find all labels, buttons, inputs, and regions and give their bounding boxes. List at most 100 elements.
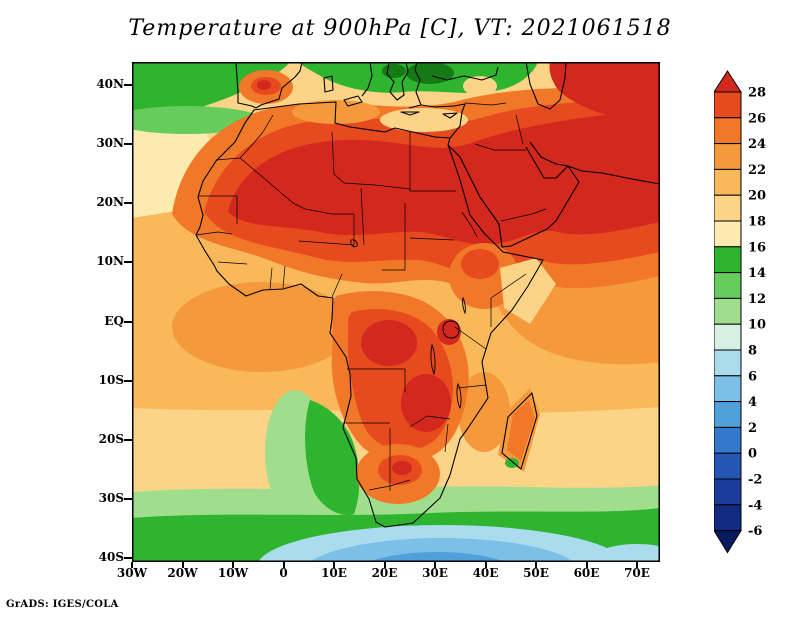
colorbar-label: 14 <box>748 266 766 281</box>
x-tick-label: 30W <box>116 566 148 580</box>
map-plot-area <box>132 62 660 562</box>
field-blob <box>592 544 660 562</box>
x-tick-label: 10E <box>321 566 347 580</box>
colorbar-band <box>713 323 742 351</box>
colorbar-band <box>713 401 742 428</box>
x-tick-mark <box>282 562 285 568</box>
colorbar-label: 18 <box>748 215 766 230</box>
y-tick-label: 40N <box>96 77 124 91</box>
y-tick-mark <box>124 379 132 382</box>
y-tick-label: EQ <box>104 313 124 328</box>
field-blob <box>257 80 271 90</box>
colorbar-label: 26 <box>748 111 766 126</box>
x-tick-label: 20W <box>167 566 198 580</box>
field-blob <box>228 110 660 245</box>
x-tick-label: 20E <box>371 566 398 580</box>
colorbar-label: 8 <box>748 344 757 359</box>
x-tick-mark <box>383 562 386 568</box>
colorbar-band <box>713 297 742 325</box>
colorbar-band <box>713 91 742 119</box>
plot-title: Temperature at 900hPa [C], VT: 202106151… <box>128 16 672 41</box>
colorbar-band <box>713 478 742 506</box>
field-blob <box>310 538 574 562</box>
field-blob <box>392 461 412 475</box>
x-tick-mark <box>434 562 436 568</box>
colorbar-band <box>713 168 742 196</box>
x-tick-mark <box>484 562 487 568</box>
x-tick-label: 0 <box>279 566 288 580</box>
y-tick-mark <box>124 202 132 205</box>
map-svg <box>132 62 660 562</box>
colorbar-label: 10 <box>748 318 766 333</box>
x-tick-mark <box>636 562 638 568</box>
colorbar-band <box>713 349 742 377</box>
x-tick-label: 40E <box>472 566 499 580</box>
lakes-path <box>350 239 466 410</box>
colorbar-band <box>713 426 742 454</box>
colorbar-label: 24 <box>748 137 766 152</box>
y-tick-label: 10S <box>98 372 124 387</box>
field-blob <box>549 62 660 120</box>
x-tick-mark <box>333 562 335 568</box>
colorbar-label: 6 <box>748 369 757 384</box>
field-blob <box>406 62 454 84</box>
field-blob <box>505 458 519 468</box>
x-tick-mark <box>181 562 184 568</box>
colorbar-band <box>713 375 742 403</box>
x-tick-label: 50E <box>523 566 549 580</box>
x-tick-mark <box>232 562 234 568</box>
colorbar-band <box>713 143 742 170</box>
field-blob <box>172 282 352 372</box>
x-tick-label: 70E <box>624 566 650 580</box>
field-blob <box>458 372 510 452</box>
y-tick-mark <box>124 261 132 264</box>
field-blob <box>463 76 497 96</box>
field-blob <box>305 400 360 516</box>
colorbar-label: -2 <box>748 473 762 488</box>
field-blob <box>382 64 406 78</box>
colorbar-band <box>713 272 742 299</box>
field-blob <box>361 320 417 366</box>
y-tick-label: 20S <box>98 431 124 446</box>
africa-coastline <box>195 62 660 528</box>
x-tick-mark <box>585 562 588 568</box>
colorbar-band <box>713 246 742 274</box>
colorbar-label: 20 <box>748 189 766 204</box>
field-blob <box>368 552 506 562</box>
colorbar-legend: 28 26 24 22 20 18 16 14 12 10 8 6 4 2 0 -2 -4 -6 <box>713 70 784 559</box>
y-tick-mark <box>124 557 132 559</box>
colorbar-arrow-top <box>713 70 742 93</box>
y-tick-mark <box>124 320 132 323</box>
temperature-field <box>132 62 660 562</box>
colorbar-label: 22 <box>748 163 766 178</box>
y-tick-mark <box>124 143 132 146</box>
country-borders-path <box>195 102 547 491</box>
country-borders <box>195 102 547 491</box>
x-tick-mark <box>535 562 537 568</box>
x-tick-mark <box>131 562 133 568</box>
field-blob <box>461 249 499 279</box>
colorbar-band <box>713 117 742 145</box>
y-tick-label: 30S <box>98 490 124 505</box>
colorbar-band <box>713 452 742 480</box>
y-tick-mark <box>124 438 132 441</box>
field-blob <box>401 374 451 432</box>
y-tick-label: 40S <box>98 550 124 564</box>
lakes <box>350 239 466 410</box>
y-tick-mark <box>124 84 132 86</box>
y-tick-label: 10N <box>96 254 124 269</box>
coastlines <box>195 62 660 528</box>
x-tick-label: 30E <box>422 566 448 580</box>
colorbar-label: 2 <box>748 421 757 436</box>
colorbar-label: 28 <box>748 86 766 101</box>
colorbar-band <box>713 194 742 222</box>
colorbar-label: 4 <box>748 395 757 410</box>
colorbar-label: 12 <box>748 292 766 307</box>
colorbar-band <box>713 504 742 532</box>
colorbar-label: 0 <box>748 447 757 462</box>
colorbar-label: -4 <box>748 498 762 513</box>
x-tick-label: 10W <box>217 566 249 580</box>
y-tick-mark <box>124 497 132 500</box>
